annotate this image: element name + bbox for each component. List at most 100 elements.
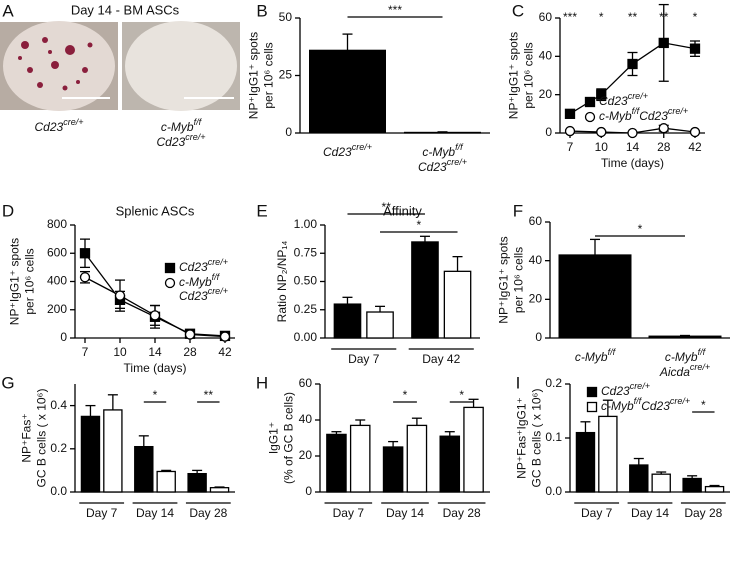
x-axis-label: Time (days): [124, 361, 187, 375]
bar: [463, 406, 484, 493]
panel-label: E: [256, 201, 267, 220]
text-run: Cd23: [641, 399, 670, 413]
y-tick-label: 0.2: [545, 376, 562, 390]
bar: [598, 415, 618, 493]
y-tick-label: 40: [539, 49, 553, 63]
bar: [575, 431, 596, 493]
bar: [349, 424, 371, 493]
y-axis-label: NP⁺IgG1⁺ spots: [507, 32, 521, 119]
x-axis-label: Time (days): [601, 156, 664, 170]
text-run: Cd23: [601, 384, 630, 398]
point: [596, 126, 607, 138]
x-tick-label: 10: [113, 345, 127, 359]
text-run: c-Myb: [422, 145, 455, 159]
x-tick-label: 7: [567, 140, 574, 154]
x-tick-label: 28: [657, 140, 671, 154]
legend-marker: [584, 111, 596, 123]
x-tick-label: Day 14: [386, 506, 424, 520]
legend-marker: [164, 262, 176, 274]
panel-label: I: [516, 373, 521, 392]
bar: [333, 303, 362, 339]
text-run: Cd23: [179, 260, 208, 274]
panel-a-images: [0, 21, 240, 111]
significance-label: **: [659, 10, 669, 24]
bar: [411, 241, 439, 339]
significance-label: ***: [388, 3, 402, 17]
bar: [134, 445, 154, 493]
text-run: c-Myb: [179, 275, 212, 289]
text-run: Cd23: [418, 160, 447, 174]
text-run: cre/+: [628, 91, 648, 101]
text-run: f/f: [634, 396, 643, 406]
panel-label: C: [512, 1, 524, 20]
y-tick-label: 0: [545, 125, 552, 139]
bar: [80, 415, 101, 493]
panel-label: D: [2, 201, 14, 220]
significance-label: *: [638, 222, 643, 236]
significance-label: **: [382, 200, 392, 214]
y-tick-label: 0: [535, 330, 542, 344]
text-run: cre/+: [63, 117, 83, 127]
significance-label: **: [204, 388, 214, 402]
point: [596, 89, 607, 100]
text-run: Cd23: [639, 109, 668, 123]
y-axis-label: (% of GC B cells): [282, 392, 296, 484]
text-run: Cd23: [179, 289, 208, 303]
y-tick-label: 50: [279, 10, 293, 24]
text-run: c-Myb: [161, 120, 194, 134]
y-tick-label: 600: [47, 245, 67, 259]
y-tick-label: 0.00: [294, 330, 318, 344]
y-axis-label: NP⁺Fas⁺: [20, 413, 34, 462]
text-run: c-Myb: [575, 350, 608, 364]
text-run: cre/+: [630, 381, 650, 391]
x-tick-label: Day 14: [631, 506, 669, 520]
legend-label: Cd23cre/+: [599, 91, 648, 108]
y-tick-label: 0.0: [545, 484, 562, 498]
x-tick-label: Aicdacre/+: [659, 362, 710, 379]
x-tick-label: Day 7: [581, 506, 613, 520]
legend-label: c-Mybf/f: [179, 272, 221, 289]
text-run: f/f: [608, 347, 617, 357]
point: [564, 125, 576, 137]
x-tick-label: Day 28: [684, 506, 722, 520]
significance-label: *: [416, 218, 421, 232]
y-tick-label: 1.00: [294, 217, 318, 231]
bar: [366, 311, 394, 339]
significance-label: *: [599, 10, 604, 24]
legend-marker: [584, 96, 596, 108]
y-tick-label: 20: [529, 292, 543, 306]
significance-label: *: [693, 10, 698, 24]
bar: [682, 477, 702, 493]
image-label: c-Mybf/f: [161, 117, 203, 134]
text-run: cre/+: [447, 157, 467, 167]
point: [79, 272, 91, 283]
x-tick-label: Day 42: [422, 352, 460, 366]
y-tick-label: 60: [539, 10, 553, 24]
point: [114, 290, 126, 301]
point: [658, 123, 669, 134]
y-axis-label: per 10⁶ cells: [522, 42, 536, 108]
y-axis-label: Ratio NP₂/NP₁₄: [275, 241, 289, 323]
y-tick-label: 0.4: [50, 398, 67, 412]
text-run: cre/+: [208, 286, 228, 296]
bar: [382, 446, 404, 493]
bar: [156, 470, 176, 493]
bar: [443, 270, 472, 339]
bar: [406, 424, 428, 493]
significance-label: *: [459, 388, 464, 402]
x-tick-label: Day 14: [136, 506, 174, 520]
bar: [629, 464, 649, 493]
panel-label: H: [256, 373, 268, 392]
point: [184, 329, 196, 340]
text-run: cre/+: [352, 142, 372, 152]
y-tick-label: 0.25: [294, 302, 318, 316]
y-tick-label: 40: [529, 253, 543, 267]
x-tick-label: 10: [595, 140, 609, 154]
bar: [103, 409, 123, 493]
y-tick-label: 60: [529, 214, 543, 228]
text-run: cre/+: [670, 396, 690, 406]
legend-label: Cd23cre/+: [601, 381, 650, 398]
bar: [187, 472, 207, 493]
y-tick-label: 40: [299, 412, 313, 426]
